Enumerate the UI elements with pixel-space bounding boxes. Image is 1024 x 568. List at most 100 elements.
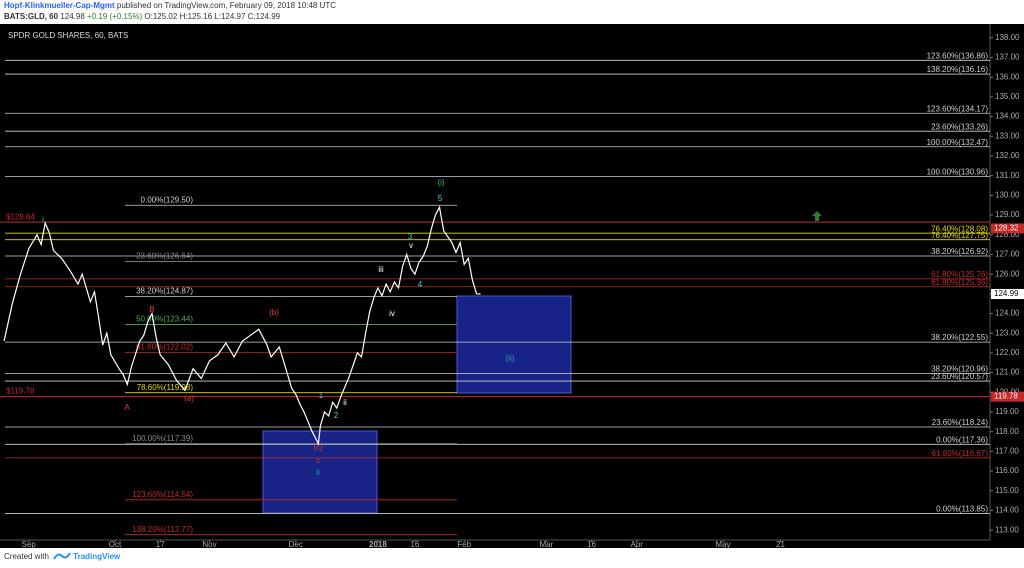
y-tick-label: 135.00 (995, 92, 1020, 101)
price-line-label: $119.78 (6, 387, 35, 396)
chart-title: SPDR GOLD SHARES, 60, BATS (8, 31, 128, 40)
fib-level-label: 100.00%(130.96) (927, 168, 989, 177)
fib-level-label: 76.40%(127.75) (931, 231, 988, 240)
created-with: Created with (4, 552, 49, 561)
low: L:124.97 (214, 12, 246, 21)
y-tick-label: 115.00 (995, 486, 1019, 495)
fib-level-label: 100.00%(132.47) (927, 138, 989, 147)
fib-level-label: 38.20%(126.92) (931, 247, 988, 256)
y-tick-label: 136.00 (995, 72, 1020, 81)
wave-label: (i) (437, 178, 444, 187)
fib-level-label: 61.80%(116.67) (932, 449, 989, 458)
price-badge-label: 128.32 (994, 224, 1019, 233)
symbol: BATS:GLD, 60 (4, 12, 59, 21)
price-badge (991, 223, 1024, 234)
brand[interactable]: TradingView (73, 552, 121, 561)
y-tick-label: 129.00 (995, 210, 1020, 219)
x-tick-label: Oct (109, 540, 122, 549)
wave-label: (a) (184, 394, 194, 403)
price-badge-label: 124.99 (994, 289, 1019, 298)
y-tick-label: 114.00 (995, 506, 1019, 515)
publish-info: published on TradingView.com, February 0… (116, 1, 336, 10)
fib-level-label: 61.80%(122.02) (136, 343, 193, 352)
wave-label: v (409, 241, 413, 250)
wave-label: (b) (269, 308, 279, 317)
fib-level-label: 23.60%(118.24) (932, 418, 989, 427)
fib-level-label: 23.60%(126.64) (136, 252, 193, 261)
target-box (456, 295, 572, 394)
fib-level-label: 0.00%(113.85) (936, 505, 988, 514)
quote-line: BATS:GLD, 60 124.98 +0.19 (+0.15%) O:125… (4, 11, 336, 22)
change: +0.19 (+0.15%) (87, 12, 143, 21)
fib-level-label: 123.60%(134.17) (927, 104, 989, 113)
brand-logo (53, 552, 71, 560)
wave-label: A (124, 403, 130, 412)
y-tick-label: 137.00 (995, 53, 1020, 62)
y-tick-label: 138.00 (995, 33, 1020, 42)
fib-level-label: 38.20%(120.96) (931, 365, 988, 374)
wave-label: 5 (438, 194, 443, 203)
fib-level-label: 61.80%(125.76) (931, 270, 988, 279)
wave-label: c (316, 456, 320, 465)
fib-level-label: 50.00%(123.44) (136, 315, 193, 324)
wave-label: B (149, 305, 154, 314)
fib-level-label: 61.80%(125.36) (931, 278, 988, 287)
price-line-label: $128.64 (6, 212, 35, 221)
x-tick-label: Apr (630, 540, 643, 549)
chart-background (0, 24, 1024, 548)
price-badge (991, 289, 1024, 300)
y-tick-label: 132.00 (995, 151, 1020, 160)
header: Hopf-Klinkmueller-Cap-Mgmt published on … (4, 0, 336, 22)
wave-label: (ii) (506, 354, 515, 363)
high: H:125.16 (179, 12, 213, 21)
y-tick-label: 124.00 (995, 309, 1020, 318)
x-tick-label: Mar (539, 540, 553, 549)
y-tick-label: 121.00 (995, 368, 1020, 377)
x-tick-label: Nov (202, 540, 216, 549)
fib-level-label: 100.00%(117.39) (132, 434, 193, 443)
wave-label: 1 (319, 391, 324, 400)
footer: Created with TradingView (4, 552, 120, 561)
fib-level-label: 76.40%(128.08) (931, 224, 988, 233)
wave-label: iv (389, 309, 395, 318)
y-tick-label: 130.00 (995, 190, 1020, 199)
price-line-series (3, 205, 481, 446)
price-badge-label: 119.78 (994, 392, 1018, 401)
wave-label: 3 (408, 232, 413, 241)
author[interactable]: Hopf-Klinkmueller-Cap-Mgmt (4, 1, 115, 10)
wave-label: (c) (313, 443, 323, 452)
fib-level-label: 0.00%(117.36) (936, 435, 988, 444)
close: C:124.99 (247, 12, 281, 21)
x-tick-label: Feb (457, 540, 471, 549)
publish-line: Hopf-Klinkmueller-Cap-Mgmt published on … (4, 0, 336, 11)
y-tick-label: 134.00 (995, 112, 1020, 121)
x-tick-label: Dec (289, 540, 303, 549)
x-tick-label: 16 (587, 540, 596, 549)
y-tick-label: 116.00 (995, 466, 1019, 475)
x-tick-label: 2018 (369, 540, 387, 549)
wave-label: iii (378, 265, 384, 274)
y-tick-label: 126.00 (995, 269, 1020, 278)
fib-level-label: 38.20%(122.55) (931, 333, 988, 342)
x-tick-label: 21 (776, 540, 785, 549)
wave-label: ii (316, 468, 320, 477)
wave-label: i (42, 215, 44, 224)
fib-level-label: 23.60%(133.26) (931, 122, 988, 131)
y-tick-label: 123.00 (995, 328, 1020, 337)
y-tick-label: 128.00 (995, 230, 1020, 239)
fib-level-label: 23.60%(120.57) (931, 372, 988, 381)
wave-label: 2 (334, 411, 339, 420)
y-tick-label: 117.00 (995, 446, 1019, 455)
fib-level-label: 138.20%(136.16) (927, 65, 989, 74)
y-tick-label: 118.00 (995, 427, 1019, 436)
y-tick-label: 113.00 (995, 525, 1019, 534)
fib-level-label: 0.00%(129.50) (141, 195, 194, 204)
y-tick-label: 131.00 (995, 171, 1020, 180)
x-tick-label: Sep (22, 540, 37, 549)
price-badge (991, 391, 1024, 402)
wave-label: 4 (418, 280, 423, 289)
last-price: 124.98 (60, 12, 85, 21)
open: O:125.02 (144, 12, 178, 21)
